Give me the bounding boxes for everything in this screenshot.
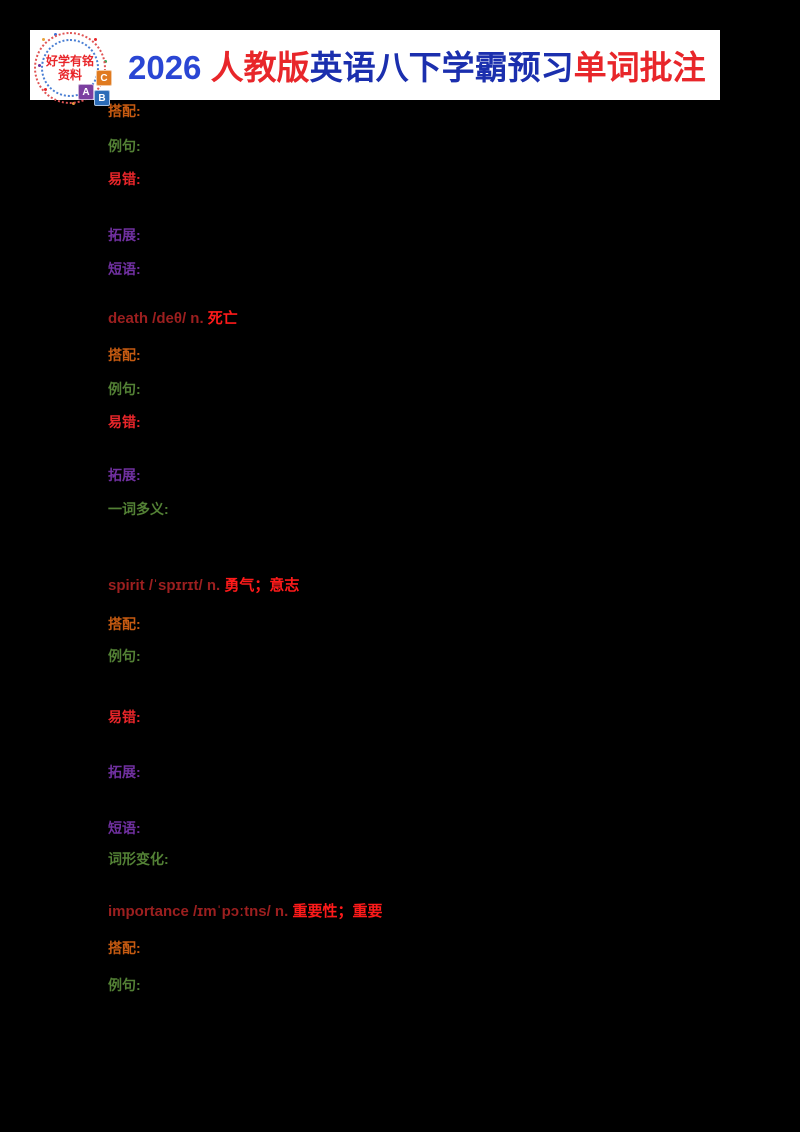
text-segment: 易错: bbox=[108, 414, 141, 430]
text-segment: 重要 bbox=[352, 903, 383, 920]
text-segment: 例句: bbox=[108, 648, 141, 664]
text-segment: 意志 bbox=[269, 577, 300, 594]
annotation-label: 易错: bbox=[108, 709, 141, 725]
annotation-label: 词形变化: bbox=[108, 851, 169, 867]
annotation-label: 例句: bbox=[108, 977, 141, 993]
page-title: 2026 人教版英语八下学霸预习单词批注 bbox=[128, 48, 706, 88]
annotation-label: 拓展: bbox=[108, 467, 141, 483]
stamp-text: 好学有铭 资料 bbox=[34, 32, 106, 104]
annotation-label: 短语: bbox=[108, 261, 141, 277]
annotation-label: 拓展: bbox=[108, 764, 141, 780]
text-segment: 拓展: bbox=[108, 764, 141, 780]
text-segment: death /deθ/ n. bbox=[108, 310, 208, 327]
word-entry: spirit /ˈspɪrɪt/ n. 勇气；意志 bbox=[108, 578, 299, 594]
letter-block-c: C bbox=[96, 70, 112, 86]
stamp-outer-ring-icon bbox=[34, 32, 106, 104]
letter-block-b: B bbox=[94, 90, 110, 106]
annotation-label: 一词多义: bbox=[108, 501, 169, 517]
text-segment: 例句: bbox=[108, 977, 141, 993]
letter-block-a: A bbox=[78, 84, 94, 100]
text-segment: 短语: bbox=[108, 820, 141, 836]
text-segment: 搭配: bbox=[108, 616, 141, 632]
annotation-label: 短语: bbox=[108, 820, 141, 836]
word-entry: death /deθ/ n. 死亡 bbox=[108, 311, 238, 327]
stamp-text-line1: 好学有铭 bbox=[45, 54, 94, 68]
text-segment: 易错: bbox=[108, 171, 141, 187]
title-segment: 2026 bbox=[128, 49, 211, 86]
confetti-dots-icon bbox=[42, 38, 45, 41]
title-segment: 单词批注 bbox=[573, 49, 706, 86]
annotation-label: 易错: bbox=[108, 414, 141, 430]
text-segment: 例句: bbox=[108, 381, 141, 397]
text-segment: 搭配: bbox=[108, 940, 141, 956]
word-entry: importance /ɪmˈpɔːtns/ n. 重要性；重要 bbox=[108, 904, 382, 920]
stamp-text-line2: 资料 bbox=[57, 68, 82, 82]
text-segment: spirit /ˈspɪrɪt/ n. bbox=[108, 577, 225, 594]
title-segment: 人教版 bbox=[210, 49, 310, 86]
annotation-label: 例句: bbox=[108, 381, 141, 397]
annotation-label: 易错: bbox=[108, 171, 141, 187]
text-segment: 重要性； bbox=[292, 903, 353, 920]
annotation-label: 搭配: bbox=[108, 616, 141, 632]
text-segment: 例句: bbox=[108, 138, 141, 154]
text-segment: 一词多义: bbox=[108, 501, 169, 517]
annotation-label: 例句: bbox=[108, 648, 141, 664]
annotation-label: 搭配: bbox=[108, 347, 141, 363]
annotation-label: 搭配: bbox=[108, 940, 141, 956]
text-segment: 死亡 bbox=[207, 310, 238, 327]
text-segment: 拓展: bbox=[108, 227, 141, 243]
text-segment: 搭配: bbox=[108, 103, 141, 119]
text-segment: 勇气； bbox=[224, 577, 270, 594]
text-segment: importance /ɪmˈpɔːtns/ n. bbox=[108, 903, 293, 920]
text-segment: 易错: bbox=[108, 709, 141, 725]
text-segment: 拓展: bbox=[108, 467, 141, 483]
text-segment: 词形变化: bbox=[108, 851, 169, 867]
header-band bbox=[30, 30, 720, 100]
annotation-label: 拓展: bbox=[108, 227, 141, 243]
text-segment: 短语: bbox=[108, 261, 141, 277]
annotation-label: 搭配: bbox=[108, 103, 141, 119]
text-segment: 搭配: bbox=[108, 347, 141, 363]
title-segment: 英语八下学霸预习 bbox=[309, 49, 574, 86]
annotation-label: 例句: bbox=[108, 138, 141, 154]
stamp-inner-ring-icon bbox=[41, 39, 99, 97]
